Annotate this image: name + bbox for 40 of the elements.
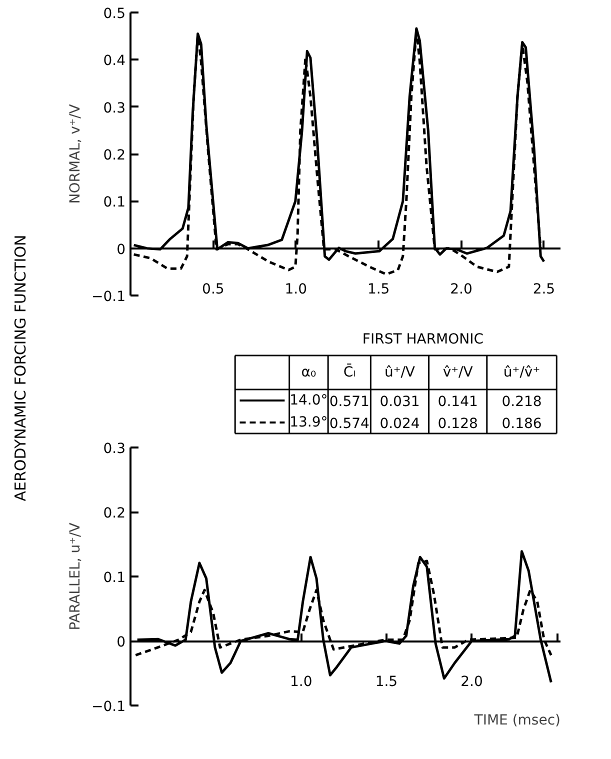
x-axis-title: TIME (msec) <box>473 712 561 728</box>
text: û⁺/v̂⁺ <box>503 364 540 380</box>
text: 0.141 <box>438 394 478 410</box>
y-tick-label: 0 <box>116 242 126 258</box>
x-tick-label: 0.5 <box>202 281 224 298</box>
text: 0.128 <box>438 416 478 432</box>
y-tick-label: 0.3 <box>103 100 126 116</box>
y-tick-label: 0.2 <box>103 506 126 522</box>
y-tick-label: 0 <box>116 634 126 650</box>
x-tick-label: 1.0 <box>290 674 312 690</box>
text: α₀ <box>301 364 317 380</box>
x-tick-label: 1.0 <box>284 281 308 298</box>
y-tick-label: 0.5 <box>103 6 126 22</box>
x-tick-label: 1.5 <box>375 674 398 690</box>
y-tick-label: −0.1 <box>92 699 126 715</box>
text: 14.0° <box>290 392 328 408</box>
text: 0.574 <box>329 416 370 432</box>
y-tick-label: 0.1 <box>103 194 126 211</box>
text: 0.186 <box>502 416 542 432</box>
text: 0.031 <box>380 394 420 410</box>
text: 0.024 <box>380 416 420 432</box>
x-tick-label: 2.0 <box>460 674 483 690</box>
y-axis-title: NORMAL, v⁺/V <box>68 104 84 204</box>
y-tick-label: 0.3 <box>103 441 126 457</box>
text: v̂⁺/V <box>442 364 474 380</box>
x-tick-label: 1.5 <box>367 281 390 298</box>
text: 0.218 <box>502 394 542 410</box>
y-tick-label: 0.1 <box>103 570 126 586</box>
text: û⁺/V <box>384 364 416 380</box>
text: 13.9° <box>290 414 328 430</box>
y-axis-title: PARALLEL, u⁺/V <box>68 522 84 630</box>
text: FIRST HARMONIC <box>362 332 484 348</box>
y-tick-label: 0.2 <box>103 148 126 164</box>
y-tick-label: 0.4 <box>103 53 126 70</box>
text: AERODYNAMIC FORCING FUNCTION <box>12 234 30 502</box>
text: C̄ₗ <box>343 362 356 380</box>
x-tick-label: 2.0 <box>450 281 472 298</box>
text: 0.571 <box>329 394 370 410</box>
y-tick-label: −0.1 <box>92 289 126 305</box>
x-tick-label: 2.5 <box>532 281 556 298</box>
